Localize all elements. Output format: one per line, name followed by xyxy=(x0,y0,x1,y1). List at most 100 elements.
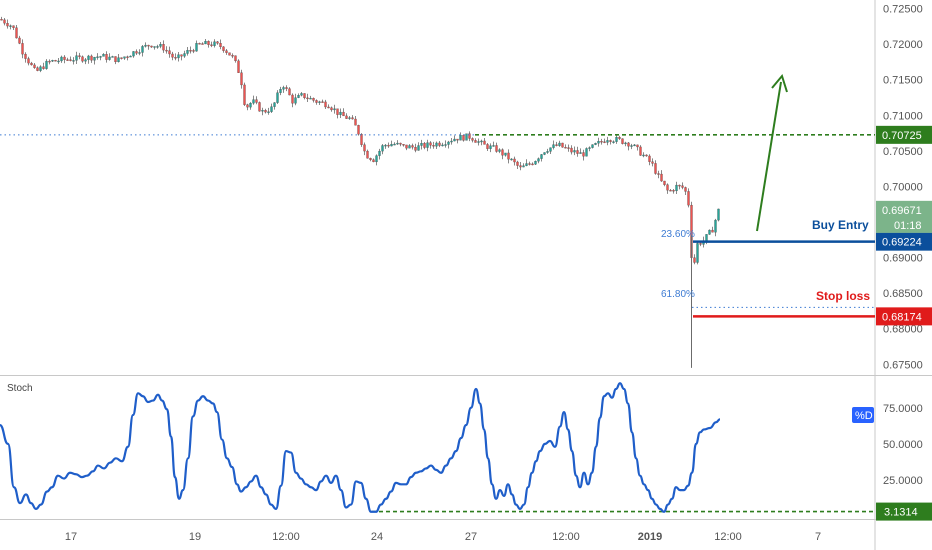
time-tick-label: 24 xyxy=(371,531,383,543)
candle-body xyxy=(528,163,531,165)
candle-body xyxy=(276,92,279,103)
candle-body xyxy=(102,54,105,57)
candle-body xyxy=(465,133,468,141)
candle-body xyxy=(639,146,642,156)
candle-body xyxy=(138,52,141,54)
candle-body xyxy=(60,56,63,62)
candle-body xyxy=(258,102,261,112)
candle-body xyxy=(360,134,363,145)
candle-body xyxy=(153,46,156,48)
candle-body xyxy=(345,115,348,119)
time-tick-label: 12:00 xyxy=(714,531,742,543)
fib-61-label: 61.80% xyxy=(661,289,695,300)
candle-body xyxy=(591,144,594,148)
candle-body xyxy=(342,111,345,117)
candle-body xyxy=(582,152,585,157)
candle-body xyxy=(615,137,618,142)
candle-body xyxy=(423,143,426,148)
candle-body xyxy=(588,147,591,149)
candle-body xyxy=(213,41,216,46)
candle-body xyxy=(282,87,285,90)
candle-body xyxy=(240,72,243,86)
candle-body xyxy=(438,142,441,146)
candle-body xyxy=(39,66,42,71)
candle-body xyxy=(576,150,579,154)
candle-body xyxy=(270,106,273,112)
stoch-tick-label: 75.0000 xyxy=(883,403,923,415)
candle-body xyxy=(543,152,546,155)
candle-body xyxy=(471,138,474,141)
candle-body xyxy=(330,107,333,111)
price-tick-label: 0.71000 xyxy=(883,110,923,122)
candle-body xyxy=(399,142,402,145)
candle-body xyxy=(507,152,510,160)
candle-body xyxy=(468,133,471,139)
time-tick-label: 12:00 xyxy=(552,531,580,543)
candle-body xyxy=(147,44,150,47)
candle-body xyxy=(321,101,324,103)
candle-body xyxy=(618,137,621,139)
candle-body xyxy=(555,144,558,146)
price-tick-label: 0.72500 xyxy=(883,4,923,16)
candle-body xyxy=(210,44,213,46)
resistance-price-tag-bg xyxy=(876,125,932,144)
candle-body xyxy=(30,62,33,66)
candle-body xyxy=(495,145,498,152)
candle-body xyxy=(534,161,537,165)
candle-body xyxy=(612,141,615,143)
candle-body xyxy=(609,140,612,142)
candle-body xyxy=(351,117,354,120)
candle-body xyxy=(594,143,597,145)
candle-countdown: 01:18 xyxy=(894,220,922,232)
candle-body xyxy=(159,44,162,47)
candle-body xyxy=(225,50,228,53)
candle-body xyxy=(63,56,66,60)
candle-body xyxy=(450,140,453,143)
candle-body xyxy=(78,55,81,57)
candle-body xyxy=(645,154,648,157)
target-arrow xyxy=(756,81,782,232)
candle-body xyxy=(291,94,294,104)
candle-body xyxy=(249,102,252,108)
candle-body xyxy=(546,151,549,153)
candle-body xyxy=(462,135,465,141)
candle-body xyxy=(642,154,645,157)
candle-body xyxy=(129,55,132,58)
candle-body xyxy=(711,229,714,233)
candle-body xyxy=(237,60,240,73)
candle-body xyxy=(633,144,636,147)
candle-body xyxy=(300,93,303,96)
candle-body xyxy=(396,142,399,145)
candle-body xyxy=(246,104,249,108)
candle-body xyxy=(288,88,291,96)
candle-body xyxy=(117,57,120,63)
candle-body xyxy=(15,27,18,39)
candle-body xyxy=(279,89,282,93)
candle-body xyxy=(678,184,681,187)
candle-body xyxy=(384,144,387,147)
candle-body xyxy=(87,55,90,60)
candle-body xyxy=(687,191,690,206)
candle-body xyxy=(537,158,540,162)
candle-body xyxy=(660,173,663,182)
price-tick-label: 0.70500 xyxy=(883,146,923,158)
candle-body xyxy=(216,41,219,44)
candle-body xyxy=(414,146,417,151)
candle-body xyxy=(72,60,75,62)
candle-body xyxy=(108,56,111,60)
candle-body xyxy=(453,138,456,142)
candle-body xyxy=(132,51,135,57)
stoch-d-line xyxy=(0,382,721,513)
candle-body xyxy=(504,152,507,156)
candle-body xyxy=(228,52,231,56)
candle-body xyxy=(54,60,57,62)
candle-body xyxy=(510,158,513,161)
candle-body xyxy=(456,138,459,141)
candle-body xyxy=(564,147,567,149)
candle-body xyxy=(189,50,192,52)
candle-body xyxy=(231,55,234,57)
candle-body xyxy=(183,53,186,57)
candle-body xyxy=(597,141,600,144)
candle-body xyxy=(426,142,429,148)
